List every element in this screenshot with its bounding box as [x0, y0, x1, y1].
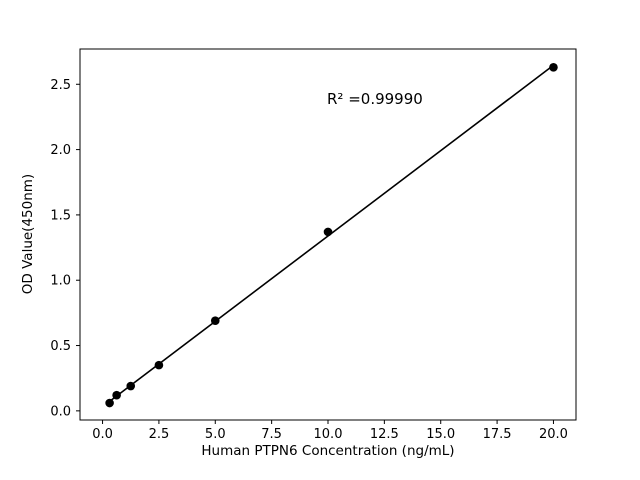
x-tick-label: 0.0: [92, 427, 113, 442]
data-point: [126, 381, 136, 391]
data-point: [105, 398, 114, 408]
x-tick-label: 2.5: [149, 427, 170, 442]
data-point: [112, 390, 121, 400]
x-tick-label: 10.0: [314, 427, 343, 442]
y-tick-label: 2.0: [50, 143, 71, 158]
y-tick-label: 0.0: [50, 404, 71, 419]
data-point: [210, 316, 220, 326]
x-tick-label: 5.0: [205, 427, 226, 442]
x-tick-label: 12.5: [370, 427, 399, 442]
x-tick-label: 7.5: [261, 427, 282, 442]
y-tick-label: 2.5: [50, 78, 71, 93]
plot-generated-layer: 0.0 2.5 5.0 7.5 10.0 12.5 15.0 17.5 20.0 0.0 0.5 1.…: [50, 48, 577, 442]
y-tick-label: 1.5: [50, 208, 71, 223]
data-point: [549, 62, 558, 72]
x-tick-label: 17.5: [483, 427, 512, 442]
y-tick-label: 1.0: [50, 274, 71, 289]
data-point: [154, 360, 164, 370]
r-squared-annotation: R² =0.99990: [327, 90, 423, 108]
x-tick-label: 15.0: [426, 427, 455, 442]
y-axis-label: OD Value(450nm): [20, 174, 36, 294]
x-axis-label: Human PTPN6 Concentration (ng/mL): [201, 443, 454, 459]
data-point: [323, 227, 333, 237]
x-tick-label: 20.0: [539, 427, 568, 442]
y-tick-label: 0.5: [50, 339, 71, 354]
